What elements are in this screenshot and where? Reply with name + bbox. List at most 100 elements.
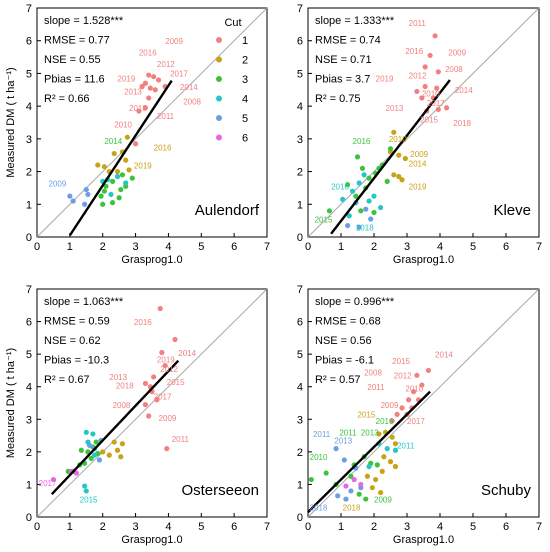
- data-point-cut-6: [343, 483, 349, 489]
- site-label: Osterseeon: [181, 482, 259, 499]
- one-to-one-line: [307, 7, 540, 238]
- y-tick-label: 7: [297, 3, 303, 15]
- year-annotation: 2008: [445, 65, 463, 74]
- data-point-cut-4: [392, 447, 399, 453]
- data-point-cut-4: [371, 193, 377, 199]
- data-point-cut-2: [369, 485, 375, 491]
- year-annotation: 2016: [134, 318, 152, 327]
- x-axis-label: Grasprog1.0: [393, 254, 454, 266]
- regression-line: [330, 79, 451, 235]
- data-point-cut-3: [323, 470, 329, 476]
- x-tick-label: 6: [503, 241, 509, 253]
- data-point-cut-2: [389, 434, 395, 440]
- data-point-cut-3: [98, 193, 104, 199]
- data-point-cut-3: [363, 496, 369, 502]
- stat-line: RMSE = 0.59: [44, 316, 110, 328]
- x-tick-label: 2: [100, 241, 106, 253]
- x-tick-label: 4: [437, 521, 443, 533]
- year-annotation: 2018: [453, 119, 471, 128]
- y-tick-label: 2: [297, 447, 303, 459]
- data-point-cut-2: [118, 454, 124, 460]
- year-annotation: 2011: [339, 429, 357, 438]
- stat-line: slope = 1.528***: [44, 15, 124, 27]
- year-annotation: 2009: [448, 48, 466, 57]
- data-point-cut-1: [142, 402, 149, 408]
- data-point-cut-5: [356, 224, 362, 230]
- year-annotation: 2011: [172, 435, 190, 444]
- data-point-cut-1: [425, 367, 432, 374]
- x-tick-label: 3: [404, 241, 410, 253]
- data-point-cut-1: [132, 141, 139, 147]
- legend-entry: 5: [242, 113, 248, 125]
- data-point-cut-2: [379, 468, 385, 474]
- data-point-cut-1: [142, 380, 149, 387]
- data-point-cut-3: [109, 178, 116, 184]
- plot-frame: [36, 288, 268, 518]
- legend-marker: [216, 134, 222, 141]
- one-to-one-line: [36, 7, 268, 238]
- data-point-cut-5: [70, 198, 76, 204]
- year-annotation: 2010: [310, 453, 328, 462]
- data-point-cut-2: [114, 168, 121, 175]
- stat-line: NSE = 0.55: [44, 54, 101, 66]
- x-tick-label: 1: [67, 241, 73, 253]
- year-annotation: 2009: [159, 414, 177, 423]
- year-annotation: 2017: [170, 70, 188, 79]
- y-tick-label: 6: [26, 36, 32, 48]
- x-tick-label: 1: [338, 241, 344, 253]
- data-point-cut-1: [146, 413, 152, 419]
- legend-marker: [216, 56, 222, 63]
- year-annotation: 2012: [160, 365, 178, 374]
- data-point-cut-4: [349, 188, 356, 194]
- y-tick-label: 6: [297, 36, 303, 48]
- year-annotation: 2012: [394, 372, 412, 381]
- stat-line: NSE = 0.62: [44, 335, 101, 347]
- year-annotation: 2009: [410, 150, 428, 159]
- data-point-cut-2: [391, 172, 397, 178]
- data-point-cut-4: [340, 196, 346, 202]
- data-point-cut-4: [378, 204, 384, 211]
- y-axis-label: Measured DM ( t ha⁻¹): [5, 67, 17, 177]
- year-annotation: 2016: [353, 137, 371, 146]
- data-point-cut-4: [90, 431, 96, 437]
- year-annotation: 2011: [313, 430, 331, 439]
- data-point-cut-3: [88, 455, 94, 461]
- legend-marker: [216, 95, 222, 102]
- x-tick-label: 5: [470, 521, 476, 533]
- data-point-cut-1: [422, 64, 428, 70]
- year-annotation: 2018: [310, 503, 328, 512]
- chart-panel-kleve: 0 1 2 3 4 5 6 7 0 1 2 3 4 5 6 7 Grasprog1.0 2011 2009 2016 2…: [297, 3, 542, 266]
- y-tick-label: 2: [297, 167, 303, 179]
- data-point-cut-3: [119, 172, 126, 178]
- data-point-cut-4: [346, 213, 352, 219]
- data-point-cut-3: [101, 188, 107, 194]
- data-point-cut-5: [82, 201, 88, 207]
- stat-line: R² = 0.75: [315, 93, 361, 105]
- y-tick-label: 4: [26, 382, 32, 394]
- data-point-cut-2: [119, 441, 126, 447]
- year-annotation: 2009: [374, 495, 392, 504]
- year-annotation: 2010: [422, 89, 440, 98]
- year-annotation: 2019: [118, 75, 136, 84]
- year-annotation: 2009: [49, 179, 67, 188]
- y-tick-label: 0: [26, 232, 32, 244]
- data-point-cut-2: [111, 439, 117, 445]
- data-point-cut-3: [366, 175, 372, 181]
- year-annotation: 2017: [39, 479, 57, 488]
- data-point-cut-1: [435, 69, 441, 75]
- data-point-cut-5: [86, 442, 93, 448]
- y-tick-label: 0: [297, 232, 303, 244]
- site-label: Kleve: [493, 202, 531, 219]
- data-point-cut-1: [154, 397, 160, 403]
- year-annotation: 2008: [183, 98, 201, 107]
- data-point-cut-2: [124, 134, 130, 140]
- year-annotation: 2017: [407, 417, 425, 426]
- data-point-cut-1: [155, 77, 162, 83]
- data-point-cut-4: [366, 463, 372, 470]
- data-point-cut-3: [387, 146, 394, 152]
- legend-entry: 1: [242, 35, 248, 47]
- regression-line: [307, 390, 431, 513]
- year-annotation: 2011: [157, 112, 175, 121]
- data-point-cut-3: [345, 182, 351, 188]
- year-annotation: 2012: [409, 71, 427, 80]
